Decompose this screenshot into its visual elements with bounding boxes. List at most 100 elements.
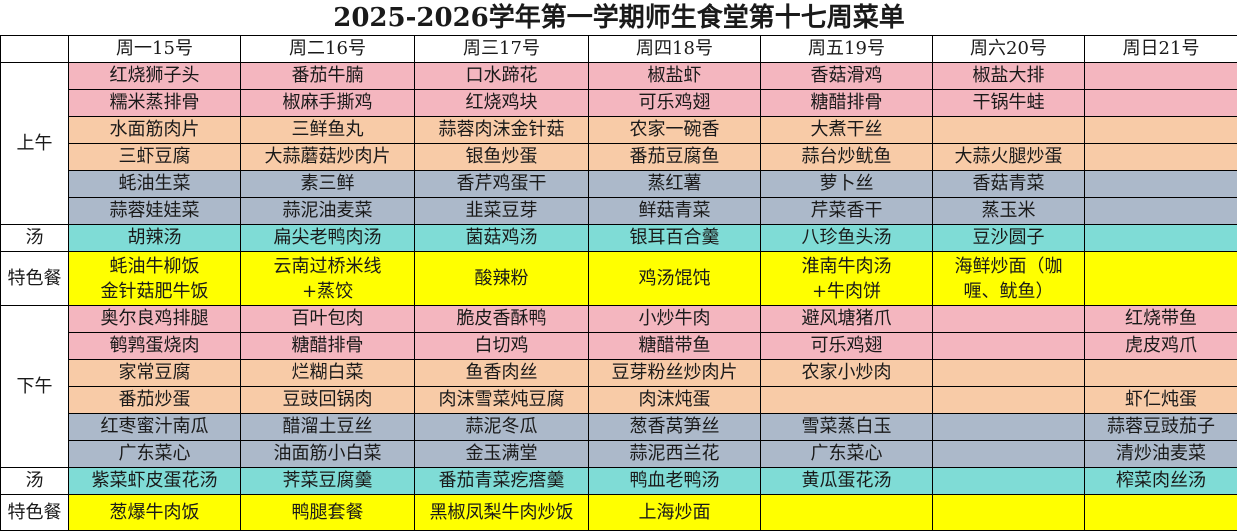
dish-cell: 素三鲜 xyxy=(240,170,415,198)
dish-name: 韭菜豆芽 xyxy=(465,200,538,221)
dish-name: 银鱼炒蛋 xyxy=(465,146,538,167)
dish-name: 蒸红薯 xyxy=(647,173,702,194)
dish-cell: 农家一碗香 xyxy=(588,116,761,144)
dish-name: 香芹鸡蛋干 xyxy=(456,173,547,194)
dish-name: 银耳百合羹 xyxy=(629,227,720,248)
dish-name: 黄瓜蛋花汤 xyxy=(801,470,892,491)
dish-cell: 鸡汤馄饨 xyxy=(588,251,761,306)
menu-row: 家常豆腐 烂糊白菜 鱼香肉丝 豆芽粉丝炒肉片 农家小炒肉 xyxy=(1,359,1237,387)
dish-cell: 椒麻手撕鸡 xyxy=(240,89,415,117)
day-header: 周三17号 xyxy=(414,35,589,63)
dish-name: 香菇青菜 xyxy=(972,173,1045,194)
dish-name: 黑椒凤梨牛肉炒饭 xyxy=(429,502,574,523)
dish-name: 蒜泥冬瓜 xyxy=(465,416,538,437)
dish-name: 糯米蒸排骨 xyxy=(109,92,200,113)
dish-cell xyxy=(932,494,1085,531)
menu-row: 下午 奥尔良鸡排腿 百叶包肉 脆皮香酥鸭 小炒牛肉 避风塘猪爪 红烧带鱼 xyxy=(0,305,1237,468)
dish-name: 大蒜火腿炒蛋 xyxy=(954,146,1063,167)
meal-section-label: 汤 xyxy=(0,467,69,495)
page-title: 2025-2026学年第一学期师生食堂第十七周菜单 xyxy=(0,0,1237,36)
dish-cell: 鱼香肉丝 xyxy=(414,359,589,387)
dish-name: 糖醋排骨 xyxy=(810,92,883,113)
dish-name: 素三鲜 xyxy=(300,173,355,194)
dish-name: 香菇滑鸡 xyxy=(810,65,883,86)
dish-cell: 蒜台炒鱿鱼 xyxy=(760,143,933,171)
dish-cell xyxy=(1083,197,1237,225)
menu-row: 蒜蓉娃娃菜 蒜泥油麦菜 韭菜豆芽 鲜菇青菜 芹菜香干 蒸玉米 xyxy=(1,197,1237,225)
dish-cell: 糖醋排骨 xyxy=(240,332,415,360)
dish-name: 鸡汤馄饨 xyxy=(638,268,711,289)
dish-name: 菌菇鸡汤 xyxy=(465,227,538,248)
dish-name: 萝卜丝 xyxy=(819,173,874,194)
dish-name: 可乐鸡翅 xyxy=(810,335,883,356)
header-row: 周一15号 周二16号 周三17号 周四18号 周五19号 周六20号 周日21号 xyxy=(0,35,1237,63)
dish-cell: 雪菜蒸白玉 xyxy=(760,413,933,441)
title-row: 2025-2026学年第一学期师生食堂第十七周菜单 xyxy=(0,0,1237,36)
dish-cell: 椒盐虾 xyxy=(588,62,761,90)
dish-name: 红烧狮子头 xyxy=(109,65,200,86)
dish-name: 肉沫炖蛋 xyxy=(638,389,711,410)
dish-name: 农家一碗香 xyxy=(629,119,720,140)
dish-cell xyxy=(760,386,933,414)
dish-name: 葱香莴笋丝 xyxy=(629,416,720,437)
dish-cell: 鹌鹑蛋烧肉 xyxy=(68,332,241,360)
dish-cell xyxy=(932,386,1085,414)
day-header: 周二16号 xyxy=(240,35,415,63)
dish-cell: 黑椒凤梨牛肉炒饭 xyxy=(414,494,589,531)
dish-cell: 三虾豆腐 xyxy=(68,143,241,171)
dish-cell: 农家小炒肉 xyxy=(760,359,933,387)
dish-cell: 上海炒面 xyxy=(588,494,761,531)
corner-cell xyxy=(0,35,69,63)
dish-cell: 烂糊白菜 xyxy=(240,359,415,387)
dish-name: 豆豉回锅肉 xyxy=(282,389,373,410)
dish-name: 蒸玉米 xyxy=(981,200,1036,221)
dish-name: 八珍鱼头汤 xyxy=(801,227,892,248)
dish-cell xyxy=(1083,143,1237,171)
dish-cell: 香菇青菜 xyxy=(932,170,1085,198)
dish-name: 大煮干丝 xyxy=(810,119,883,140)
dish-name: 肉沫雪菜炖豆腐 xyxy=(438,389,565,410)
dish-name: 鸭腿套餐 xyxy=(291,502,364,523)
dish-cell: 豆芽粉丝炒肉片 xyxy=(588,359,761,387)
dish-cell: 醋溜土豆丝 xyxy=(240,413,415,441)
dish-name: 红烧带鱼 xyxy=(1125,308,1198,329)
dish-cell: 蚝油牛柳饭 金针菇肥牛饭 xyxy=(68,251,241,306)
dish-cell: 蒜蓉娃娃菜 xyxy=(68,197,241,225)
dish-name: 海鲜炒面（咖 喱、鱿鱼） xyxy=(954,255,1063,302)
dish-name: 云南过桥米线 +蒸饺 xyxy=(273,255,382,302)
menu-row: 蚝油生菜 素三鲜 香芹鸡蛋干 蒸红薯 萝卜丝 香菇青菜 xyxy=(1,170,1237,198)
dish-cell xyxy=(1083,251,1237,306)
dish-name: 芹菜香干 xyxy=(810,200,883,221)
dish-name: 番茄青菜疙瘩羹 xyxy=(438,470,565,491)
dish-name: 红烧鸡块 xyxy=(465,92,538,113)
dish-cell: 清炒油麦菜 xyxy=(1083,440,1237,468)
dish-cell: 广东菜心 xyxy=(68,440,241,468)
dish-cell: 大蒜蘑菇炒肉片 xyxy=(240,143,415,171)
dish-cell xyxy=(932,440,1085,468)
dish-name: 蒜蓉娃娃菜 xyxy=(109,200,200,221)
dish-name: 小炒牛肉 xyxy=(638,308,711,329)
dish-cell: 红烧狮子头 xyxy=(68,62,241,90)
dish-name: 番茄牛腩 xyxy=(291,65,364,86)
dish-cell: 大煮干丝 xyxy=(760,116,933,144)
dish-name: 荠菜豆腐羹 xyxy=(282,470,373,491)
dish-cell xyxy=(932,305,1085,333)
dish-cell: 番茄豆腐鱼 xyxy=(588,143,761,171)
dish-cell: 金玉满堂 xyxy=(414,440,589,468)
menu-row: 上午 红烧狮子头 番茄牛腩 口水蹄花 椒盐虾 香菇滑鸡 椒盐大排 xyxy=(0,62,1237,225)
dish-name: 三鲜鱼丸 xyxy=(291,119,364,140)
menu-row: 鹌鹑蛋烧肉 糖醋排骨 白切鸡 糖醋带鱼 可乐鸡翅 虎皮鸡爪 xyxy=(1,332,1237,360)
dish-cell: 椒盐大排 xyxy=(932,62,1085,90)
dish-cell: 鸭血老鸭汤 xyxy=(588,467,761,495)
dish-cell: 萝卜丝 xyxy=(760,170,933,198)
dish-cell: 白切鸡 xyxy=(414,332,589,360)
dish-cell: 虾仁炖蛋 xyxy=(1083,386,1237,414)
dish-cell: 口水蹄花 xyxy=(414,62,589,90)
dish-cell xyxy=(1083,494,1237,531)
dish-cell: 鲜菇青菜 xyxy=(588,197,761,225)
menu-row: 水面筋肉片 三鲜鱼丸 蒜蓉肉沫金针菇 农家一碗香 大煮干丝 xyxy=(1,116,1237,144)
dish-name: 口水蹄花 xyxy=(465,65,538,86)
dish-cell xyxy=(932,413,1085,441)
dish-name: 番茄豆腐鱼 xyxy=(629,146,720,167)
